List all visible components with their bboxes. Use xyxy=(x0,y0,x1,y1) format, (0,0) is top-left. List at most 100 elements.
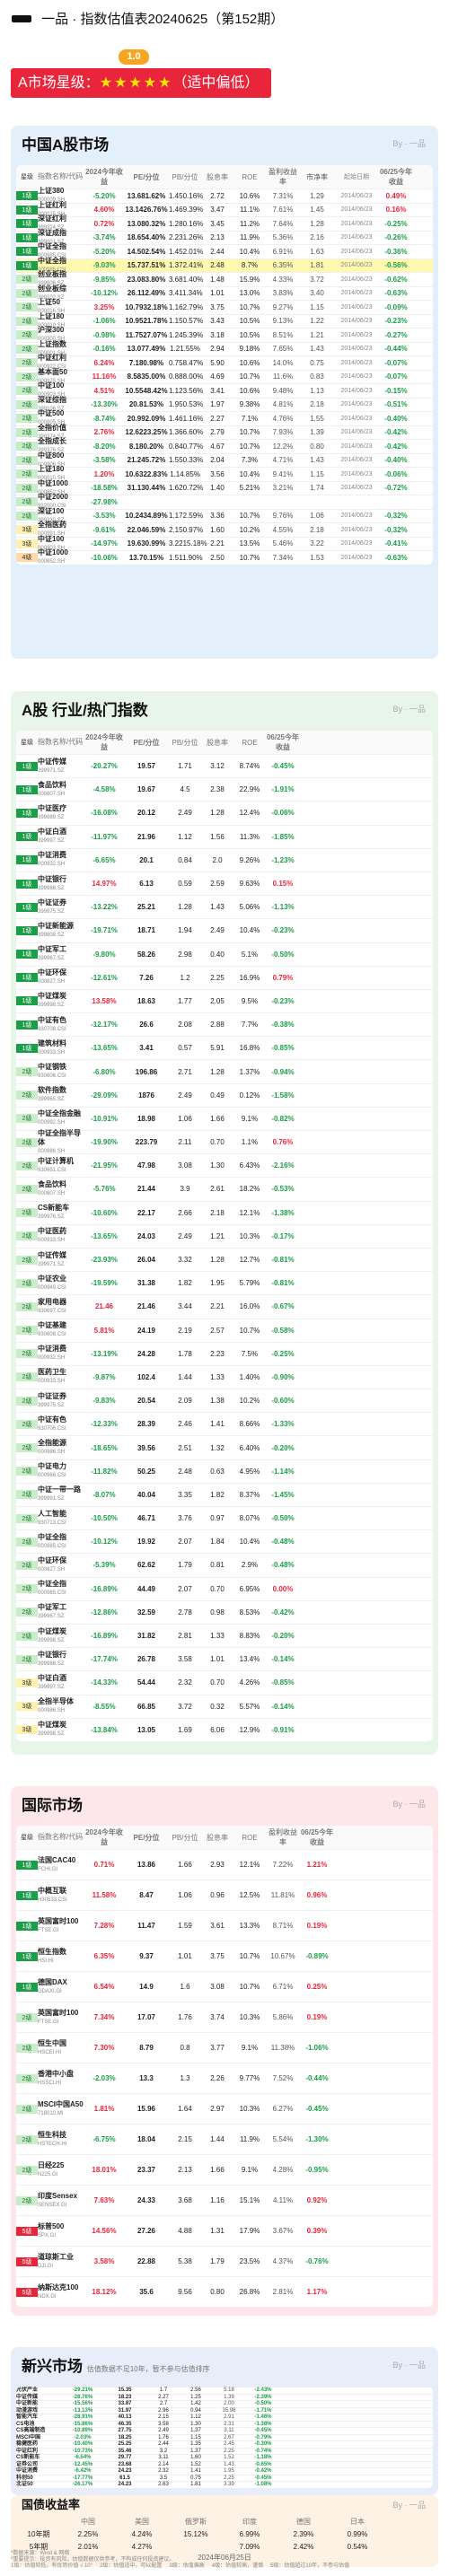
level-badge: 2级 xyxy=(16,1301,38,1311)
dividend-yield: 1.48 xyxy=(210,275,224,284)
pb-value: 1.94 xyxy=(178,926,192,935)
pb-value: 4.88 xyxy=(178,2227,192,2235)
level-badge: 1级 xyxy=(16,1860,38,1870)
col-dividend: 股息率 xyxy=(207,172,228,181)
pe-value: 18.71 xyxy=(136,926,156,935)
dividend-yield: 3.77 xyxy=(210,2044,224,2052)
cell-sub: 000985.CSI xyxy=(38,1590,66,1597)
cell-main: 13.7 xyxy=(128,553,144,562)
day-change: -1.58% xyxy=(271,1091,295,1100)
cell-sub: 399998.SZ xyxy=(38,1731,65,1738)
col-name: 指数名称/代码 xyxy=(38,1833,84,1841)
cell-main: 20.8 xyxy=(128,400,144,409)
cell-main: 中证1000 xyxy=(38,548,68,557)
table-row: 5级 标普500 SPX.GI 14.56% 27.26 4.88 1.31 17.9% 3.6… xyxy=(16,2215,433,2246)
cell-main: 中证1000 xyxy=(38,478,68,487)
pe-value: 27.75 xyxy=(118,2428,132,2434)
ytd-return: -13.84% xyxy=(91,1725,118,1734)
cell-main: 香港中小盘 xyxy=(38,2069,74,2078)
earnings-yield: 12.2% xyxy=(272,442,294,451)
cell-main: 上证180 xyxy=(38,311,65,320)
cell-main: 13.68 xyxy=(127,191,145,200)
day-change: -1.13% xyxy=(271,903,295,912)
start-date: 2014/06/23 xyxy=(340,457,373,464)
index-name: 中证消费 000932.SH xyxy=(38,1345,84,1362)
ytd-return: -10.60% xyxy=(91,1208,118,1217)
pb-value: 3.76 xyxy=(178,1514,192,1523)
roe-value: 10.4% xyxy=(239,247,260,256)
level-badge: 1级 xyxy=(16,1921,38,1931)
dividend-yield: 2.05 xyxy=(210,996,224,1005)
col-pb-ratio: 市净率 xyxy=(306,172,328,181)
table-row: 2级 软件指数 399965.SZ -29.09% 1876 2.49 0.49 0.12% -… xyxy=(16,1082,433,1107)
pe-value: 24.33 xyxy=(136,2196,156,2204)
pe-value: 102.4 xyxy=(136,1372,156,1381)
index-name: 印度Sensex SENSEX.GI xyxy=(38,2192,84,2210)
ytd-return: 3.58% xyxy=(93,2257,115,2265)
day-change: -0.91% xyxy=(271,1725,295,1734)
col-roe: ROE xyxy=(242,172,258,181)
pb-value: 1.620.72% xyxy=(169,484,203,493)
day-change: -0.44% xyxy=(384,345,408,354)
footer-notes: *数据来源：Wind & 网络 *重要提示：投资有风险，估值数据仅供参考，不构成… xyxy=(11,2551,438,2570)
index-name: 软件指数 399965.SZ xyxy=(38,1086,84,1104)
pb-ratio: 3.39 xyxy=(224,2482,234,2488)
cell-sub: 930708.CSI xyxy=(38,1026,66,1032)
dividend-yield: 1.12 xyxy=(190,2414,201,2421)
pe-value: 223.79 xyxy=(135,1138,158,1147)
day-change: -0.40% xyxy=(384,414,408,423)
cell-main: 19.63 xyxy=(127,539,145,548)
index-name: 中证消费 000932.SH xyxy=(38,851,84,869)
index-name: 中证传媒 399971.SZ xyxy=(38,758,84,775)
cell-sub: 000985.CSI xyxy=(38,253,66,259)
level-badge: 2级 xyxy=(16,1513,38,1523)
cell-main: 0.88 xyxy=(169,372,183,381)
col-earnings-yield: 盈利收益率 xyxy=(269,168,297,186)
cell-sub: 000986.SH xyxy=(38,1708,66,1714)
cell-main: 1.62 xyxy=(169,484,183,493)
pe-value: 20.54 xyxy=(136,1397,156,1406)
cell-sub: 930606.CSI xyxy=(38,1073,66,1080)
table-row: 2级 中证军工 399967.SZ -12.86% 32.59 2.78 0.98 8.53%… xyxy=(16,1599,433,1624)
day-change: 0.16% xyxy=(385,206,407,215)
index-name: 中证证券 399975.SZ xyxy=(38,898,84,916)
table-row: 2级 日经225 N225.GI 18.01% 23.37 2.13 1.66 9.1% 4.2… xyxy=(16,2154,433,2185)
index-name: 中证2000 932000.CSI xyxy=(38,493,84,511)
index-name: 中证新能源 399808.SZ xyxy=(38,922,84,940)
level-badge: 4级 xyxy=(16,553,38,563)
index-name: 中证环保 000827.SH xyxy=(38,1556,84,1574)
level-badge: 2级 xyxy=(16,1560,38,1570)
cell-sub: 000966.CSI xyxy=(38,1473,66,1479)
cell-main: 中证有色 xyxy=(38,1015,66,1024)
section-title: 国债收益率 By · 一品 xyxy=(22,2498,426,2511)
cell-main: 1.24 xyxy=(169,330,183,339)
table-row: 2级 MSCI中国A50 718010.MI 1.81% 15.96 1.64 2.97 10… xyxy=(16,2093,433,2124)
pb-ratio: 2.18 xyxy=(310,400,324,409)
pe-value: 22.88 xyxy=(136,2257,156,2265)
cell-sub: 000906.SH xyxy=(38,461,66,468)
start-date: 2014/06/23 xyxy=(340,220,373,227)
roe-value: 7.5% xyxy=(241,1349,259,1358)
dividend-yield: 1.52 xyxy=(190,2461,201,2467)
pe-value: 18.98 xyxy=(136,1114,156,1123)
day-change: -0.15% xyxy=(384,386,408,395)
col-usa: 美国 xyxy=(135,2517,149,2526)
roe-value: 0.12% xyxy=(239,1091,260,1100)
cell-main: 软件指数 xyxy=(38,1086,66,1095)
pb-value: 2.08 xyxy=(178,1021,192,1030)
cell-sub: 0.97% xyxy=(182,525,204,534)
pb-value: 1.06 xyxy=(178,1891,192,1899)
level-badge: 1级 xyxy=(16,808,38,818)
start-date: 2014/06/23 xyxy=(340,387,373,394)
cell-main: 印度Sensex xyxy=(38,2191,78,2200)
ytd-return: -13.22% xyxy=(91,903,118,912)
cell-main: 标普500 xyxy=(38,2221,65,2230)
table-row: 2级 中证全指半导体 000986.SH -19.90% 223.79 2.11 0.70 1… xyxy=(16,1129,433,1154)
table-row: 2级 中证全指 000985.CSI -10.12% 19.92 2.07 1.84 10.4… xyxy=(16,1529,433,1553)
disclaimer-note: *重要提示：投资有风险，估值数据仅供参考，不构成任何投资建议。 xyxy=(11,2557,175,2563)
roe-value: 1.1% xyxy=(241,1138,259,1147)
pb-ratio: 2.00 xyxy=(224,2401,234,2407)
level-badge: 2级 xyxy=(16,1467,38,1476)
pe-value: 40.13 xyxy=(118,2414,132,2421)
roe-value: 10.5% xyxy=(239,317,260,326)
